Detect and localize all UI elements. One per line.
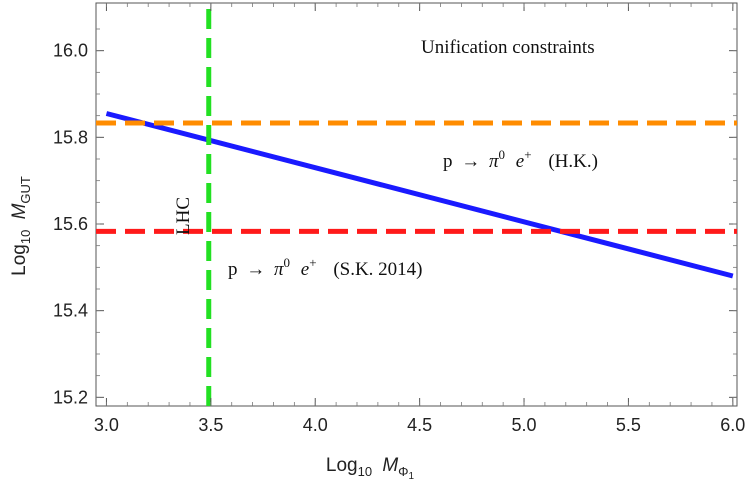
x-tick-label: 3.5 bbox=[198, 415, 223, 435]
y-tick-label: 15.4 bbox=[53, 301, 88, 321]
y-tick-label: 15.6 bbox=[53, 214, 88, 234]
plot-area: 3.0 3.5 4.0 4.5 5.0 5.5 6.0 15.2 15.4 15.6 15.8 16.… bbox=[53, 2, 745, 435]
x-tick-label: 4.5 bbox=[407, 415, 432, 435]
x-tick-label: 3.0 bbox=[94, 415, 119, 435]
x-tick-label: 4.0 bbox=[303, 415, 328, 435]
y-tick-label: 16.0 bbox=[53, 41, 88, 61]
x-axis-label: Log10 MΦ1 bbox=[326, 455, 415, 482]
plot-frame bbox=[95, 2, 738, 407]
x-tick-label: 5.5 bbox=[616, 415, 641, 435]
y-tick-label: 15.2 bbox=[53, 387, 88, 407]
y-axis-label: Log10 MGUT bbox=[9, 176, 35, 276]
unification-label: Unification constraints bbox=[421, 37, 595, 58]
sk-label: p → π0 e+ (S.K. 2014) bbox=[228, 251, 423, 280]
lhc-label: LHC bbox=[173, 197, 194, 235]
x-tick-label: 5.0 bbox=[512, 415, 537, 435]
series-line-0 bbox=[105, 111, 734, 279]
y-tick-label: 15.8 bbox=[53, 127, 88, 147]
hk-label: p → π0 e+ (H.K.) bbox=[443, 143, 598, 172]
x-tick-label: 6.0 bbox=[720, 415, 745, 435]
